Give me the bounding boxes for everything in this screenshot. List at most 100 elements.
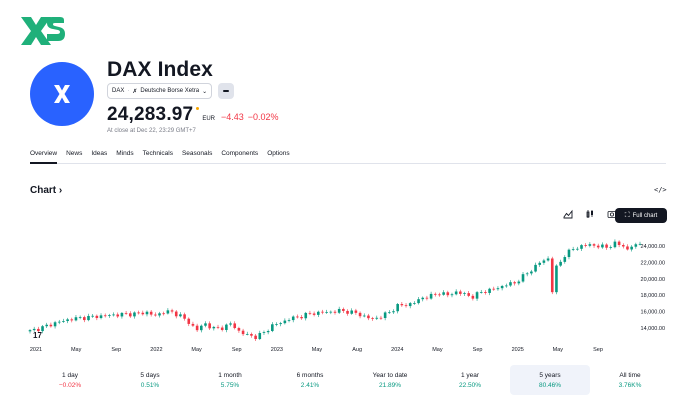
candle [28, 329, 32, 334]
candle [346, 309, 349, 316]
candle [316, 310, 320, 318]
exchange-label: Deutsche Borse Xetra [140, 88, 200, 94]
candle [262, 330, 266, 335]
period-year-to-date[interactable]: Year to date 21.89% [350, 365, 430, 395]
period-1-year[interactable]: 1 year 22.50% [430, 365, 510, 395]
candle [408, 302, 412, 309]
candle [212, 325, 216, 331]
candle [525, 271, 529, 277]
tab-news[interactable]: News [66, 150, 83, 157]
full-chart-button[interactable]: ⛶ Full chart [615, 208, 667, 223]
candle [467, 290, 470, 298]
price-row: 24,283.97 EUR −4.43 −0.02% [107, 104, 279, 126]
candle [37, 326, 40, 333]
candle [517, 279, 521, 286]
chart-section-link[interactable]: Chart › [30, 185, 62, 196]
period-label: 5 days [140, 371, 160, 379]
candle [638, 241, 642, 246]
more-button[interactable] [218, 83, 235, 99]
candle [425, 295, 429, 301]
x-tick-label: Sep [593, 347, 603, 353]
candle [375, 315, 379, 321]
candles-chart-icon[interactable] [584, 208, 596, 220]
tab-options[interactable]: Options [267, 150, 290, 157]
candle [530, 269, 533, 276]
period-label: 6 months [296, 371, 324, 379]
tab-technicals[interactable]: Technicals [142, 150, 173, 157]
candle [555, 264, 558, 295]
candle [505, 283, 508, 288]
candle [329, 310, 333, 315]
tradingview-logo-icon: 17 [33, 331, 42, 340]
period-6-months[interactable]: 6 months 2.41% [270, 365, 350, 395]
minus-icon [223, 90, 230, 92]
candle [484, 290, 487, 295]
svg-text:17: 17 [33, 331, 42, 340]
tab-ideas[interactable]: Ideas [91, 150, 108, 157]
tab-minds[interactable]: Minds [116, 150, 134, 157]
y-tick-label: 22,000.00 [641, 261, 665, 267]
candle [312, 311, 316, 317]
tab-components[interactable]: Components [221, 150, 259, 157]
candle [304, 311, 308, 321]
tab-overview[interactable]: Overview [30, 150, 58, 164]
candle [174, 310, 178, 319]
xs-logo-icon[interactable] [18, 14, 66, 48]
candle [241, 328, 245, 337]
x-tick-label: 2024 [391, 347, 403, 353]
x-tick-label: Sep [111, 347, 121, 353]
chart-section-title: Chart [30, 185, 57, 196]
candle [509, 280, 512, 287]
tab-seasonals[interactable]: Seasonals [181, 150, 213, 157]
period-5-years[interactable]: 5 years 80.46% [510, 365, 590, 395]
candle [576, 246, 579, 251]
price-chart[interactable]: 24,000.00 22,000.00 20,000.00 18,000.00 16,0… [0, 228, 700, 358]
candle [321, 309, 324, 315]
candle [471, 293, 475, 301]
candle [559, 259, 562, 267]
candle [542, 258, 546, 265]
candle [513, 280, 516, 286]
candle [204, 321, 207, 328]
area-chart-icon[interactable] [562, 208, 574, 220]
candle [137, 310, 140, 315]
candle [546, 256, 550, 262]
candle [154, 312, 157, 317]
period-all-time[interactable]: All time 3.76K% [590, 365, 670, 395]
candle [613, 239, 617, 249]
period-1-day[interactable]: 1 day −0.02% [30, 365, 110, 395]
candle [567, 248, 571, 260]
symbol-exchange-selector[interactable]: DAX · ✗ Deutsche Borse Xetra ⌄ [107, 83, 213, 99]
y-tick-label: 18,000.00 [641, 293, 665, 299]
candle [250, 332, 253, 338]
candle [225, 323, 228, 333]
embed-code-icon[interactable]: </> [654, 186, 667, 194]
candle [83, 315, 86, 323]
candle [49, 322, 53, 328]
period-label: 5 years [539, 371, 561, 379]
candle [521, 271, 525, 283]
candle [208, 321, 211, 330]
period-5-days[interactable]: 5 days 0.51% [110, 365, 190, 395]
symbol-row: DAX · ✗ Deutsche Borse Xetra ⌄ [107, 83, 235, 99]
candle [296, 314, 299, 319]
candle [275, 322, 278, 327]
period-value: −0.02% [58, 381, 82, 389]
candle [475, 290, 479, 301]
candle [166, 308, 170, 315]
candle [103, 313, 107, 318]
candle [500, 284, 504, 291]
period-1-month[interactable]: 1 month 5.75% [190, 365, 270, 395]
candle [291, 315, 295, 323]
period-label: 1 year [460, 371, 480, 379]
chevron-right-icon: › [56, 185, 63, 196]
period-label: 1 month [218, 371, 242, 379]
candle [450, 292, 454, 298]
candle [233, 321, 237, 330]
candle [496, 286, 500, 291]
full-chart-label: Full chart [632, 212, 658, 219]
candle [128, 311, 132, 318]
candle [183, 312, 186, 321]
candle [605, 243, 608, 250]
candle [308, 310, 312, 316]
